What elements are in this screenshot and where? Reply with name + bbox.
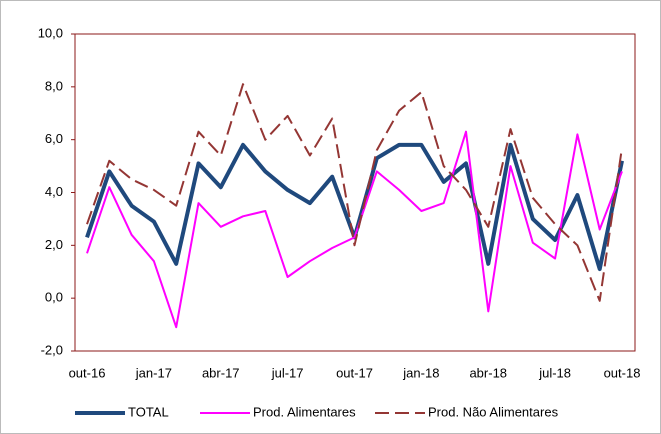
x-tick-label: abr-18 (469, 365, 507, 380)
x-tick-label: jul-17 (271, 365, 304, 380)
y-tick-label: 2,0 (45, 237, 63, 252)
y-tick-label: -2,0 (41, 342, 63, 357)
legend-label: Prod. Não Alimentares (428, 404, 559, 419)
y-tick-label: 10,0 (38, 25, 63, 40)
legend-label: TOTAL (128, 404, 169, 419)
series-line (86, 130, 623, 329)
x-tick-label: out-17 (336, 365, 373, 380)
x-tick-label: jan-17 (135, 365, 172, 380)
y-tick-label: 0,0 (45, 290, 63, 305)
x-tick-label: out-18 (604, 365, 641, 380)
legend-label: Prod. Alimentares (253, 404, 356, 419)
x-tick-label: abr-17 (202, 365, 240, 380)
x-tick-label: out-16 (69, 365, 106, 380)
y-tick-label: 4,0 (45, 184, 63, 199)
y-tick-label: 6,0 (45, 131, 63, 146)
x-tick-label: jul-18 (538, 365, 571, 380)
x-tick-label: jan-18 (402, 365, 439, 380)
y-tick-label: 8,0 (45, 78, 63, 93)
series-line (86, 83, 623, 302)
